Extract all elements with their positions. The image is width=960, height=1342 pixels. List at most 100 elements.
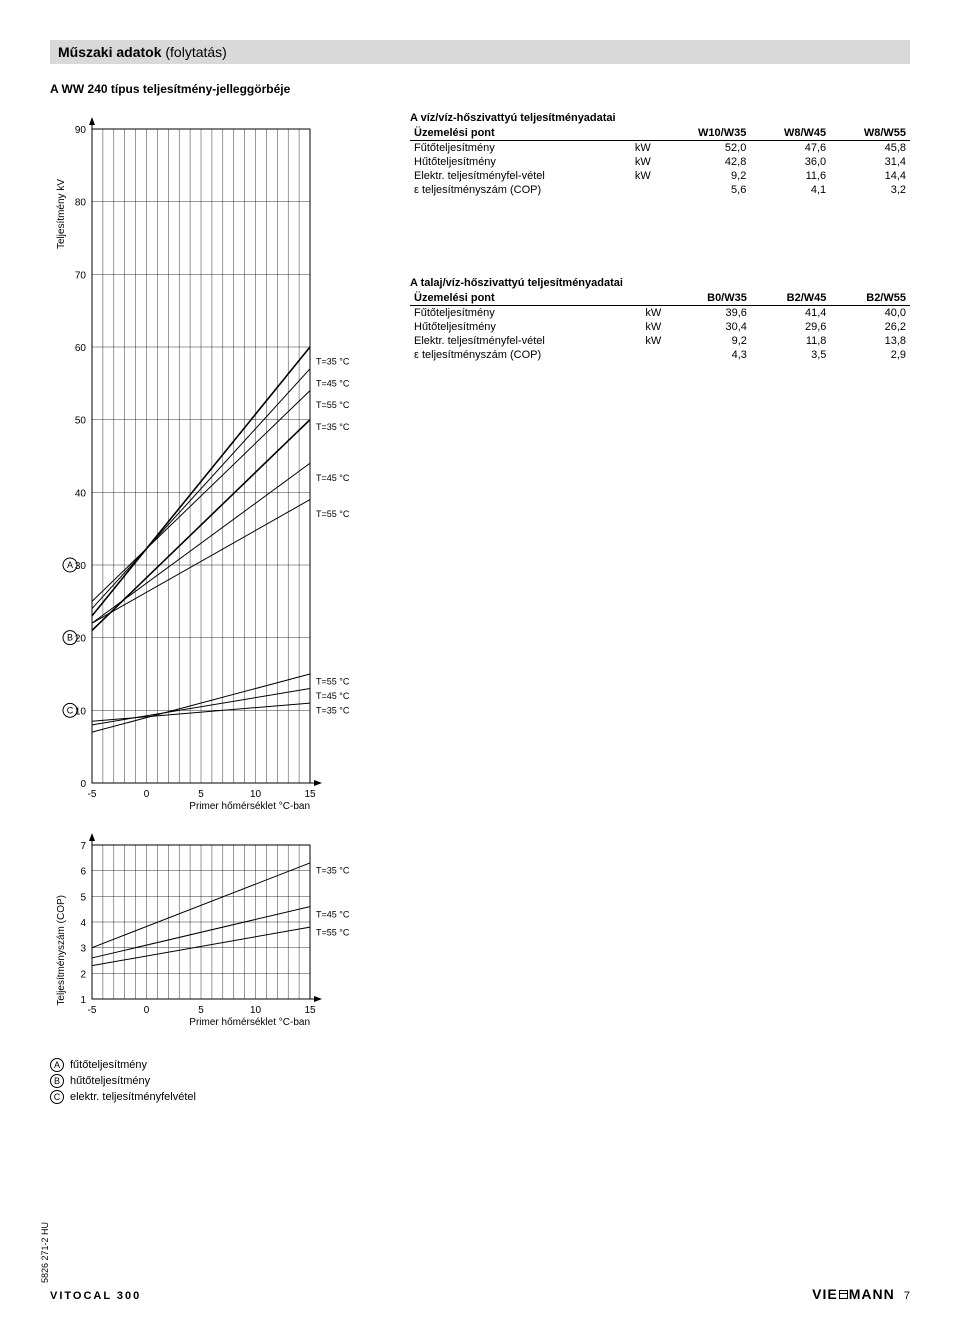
svg-text:4: 4 [80, 918, 86, 929]
table-cell: Elektr. teljesítményfel-vétel [410, 334, 641, 348]
table-cell: 9,2 [661, 169, 751, 183]
legend-text: hűtőteljesítmény [70, 1075, 150, 1087]
table-cell: 47,6 [750, 141, 830, 156]
table-cell: 9,2 [671, 334, 751, 348]
svg-text:T=55 °C: T=55 °C [316, 927, 350, 937]
table-cell: kW [631, 155, 661, 169]
svg-text:80: 80 [75, 198, 87, 209]
table-cell [641, 348, 671, 362]
svg-text:15: 15 [304, 789, 316, 800]
svg-text:-5: -5 [88, 789, 97, 800]
table-cell: 4,3 [671, 348, 751, 362]
table-header-cell: W8/W45 [750, 126, 830, 141]
header-cont: (folytatás) [165, 44, 226, 60]
legend-symbol: C [50, 1090, 64, 1104]
legend: Afűtőteljesítmény Bhűtőteljesítmény Celekt… [50, 1058, 910, 1104]
table-cell: 29,6 [751, 320, 831, 334]
svg-text:90: 90 [75, 125, 87, 136]
table-cell: 40,0 [830, 306, 910, 321]
table-cell: kW [641, 334, 671, 348]
legend-text: elektr. teljesítményfelvétel [70, 1091, 196, 1103]
table-cell: Fűtőteljesítmény [410, 141, 631, 156]
svg-text:Primer hőmérséklet °C-ban: Primer hőmérséklet °C-ban [189, 1017, 310, 1028]
legend-text: fűtőteljesítmény [70, 1059, 147, 1071]
legend-item: Bhűtőteljesítmény [50, 1074, 910, 1088]
svg-text:2: 2 [80, 969, 86, 980]
table-header-cell: W8/W55 [830, 126, 910, 141]
cop-chart: 1234567-5051015Primer hőmérséklet °C-ban… [50, 828, 380, 1038]
table-cell: 4,1 [750, 183, 830, 197]
table-cell: 41,4 [751, 306, 831, 321]
svg-text:T=55 °C: T=55 °C [316, 509, 350, 519]
table-ground-title: A talaj/víz-hőszivattyú teljesítményadat… [410, 277, 910, 289]
svg-text:70: 70 [75, 270, 87, 281]
table-cell: 3,5 [751, 348, 831, 362]
table-cell: 5,6 [661, 183, 751, 197]
charts-column: 0102030405060708090-5051015Primer hőmérs… [50, 112, 380, 1038]
svg-text:1: 1 [80, 995, 86, 1006]
svg-text:0: 0 [144, 789, 150, 800]
table-water: Üzemelési pont W10/W35W8/W45W8/W55 Fűtőtel… [410, 126, 910, 197]
svg-text:T=45 °C: T=45 °C [316, 691, 350, 701]
svg-text:C: C [67, 705, 74, 715]
svg-text:0: 0 [80, 779, 86, 790]
table-header-cell: W10/W35 [661, 126, 751, 141]
svg-text:10: 10 [250, 1005, 262, 1016]
table-ground: Üzemelési pontB0/W35B2/W45B2/W55Fűtőtelj… [410, 291, 910, 362]
table-cell: kW [631, 141, 661, 156]
tables-column: A víz/víz-hőszivattyú teljesítményadatai… [410, 112, 910, 1038]
svg-text:T=35 °C: T=35 °C [316, 357, 350, 367]
svg-text:Primer hőmérséklet °C-ban: Primer hőmérséklet °C-ban [189, 801, 310, 812]
svg-text:0: 0 [144, 1005, 150, 1016]
table-header-cell [631, 126, 661, 141]
svg-text:T=45 °C: T=45 °C [316, 473, 350, 483]
svg-text:60: 60 [75, 343, 87, 354]
legend-symbol: A [50, 1058, 64, 1072]
table-cell: Elektr. teljesítményfel-vétel [410, 169, 631, 183]
table-cell: 3,2 [830, 183, 910, 197]
svg-text:7: 7 [80, 841, 86, 852]
document-number: 5826 271-2 HU [40, 1222, 50, 1283]
table-cell: 13,8 [830, 334, 910, 348]
table-cell: 39,6 [671, 306, 751, 321]
table-cell: kW [641, 320, 671, 334]
table-cell: 30,4 [671, 320, 751, 334]
table-cell [631, 183, 661, 197]
svg-text:50: 50 [75, 416, 87, 427]
svg-text:T=45 °C: T=45 °C [316, 909, 350, 919]
table-header-cell [641, 291, 671, 306]
svg-text:5: 5 [198, 1005, 204, 1016]
legend-item: Celektr. teljesítményfelvétel [50, 1090, 910, 1104]
table-header-cell: Üzemelési pont [410, 126, 631, 141]
svg-text:Teljesítményszám (COP): Teljesítményszám (COP) [56, 895, 67, 1006]
table-cell: Hűtőteljesítmény [410, 320, 641, 334]
svg-text:T=35 °C: T=35 °C [316, 422, 350, 432]
svg-text:T=35 °C: T=35 °C [316, 866, 350, 876]
table-cell: 36,0 [750, 155, 830, 169]
table-cell: Hűtőteljesítmény [410, 155, 631, 169]
table-cell: 14,4 [830, 169, 910, 183]
table-header-cell: Üzemelési pont [410, 291, 641, 306]
table-cell: kW [631, 169, 661, 183]
header-title: Műszaki adatok [58, 44, 161, 60]
legend-item: Afűtőteljesítmény [50, 1058, 910, 1072]
svg-text:T=35 °C: T=35 °C [316, 705, 350, 715]
table-cell: 52,0 [661, 141, 751, 156]
table-cell: 11,6 [750, 169, 830, 183]
svg-text:Teljesítmény kV: Teljesítmény kV [56, 179, 67, 249]
table-header-cell: B2/W55 [830, 291, 910, 306]
svg-text:T=45 °C: T=45 °C [316, 378, 350, 388]
table-header-cell: B2/W45 [751, 291, 831, 306]
table-cell: 2,9 [830, 348, 910, 362]
brand-logo: VIEMANN [812, 1286, 895, 1302]
svg-text:B: B [67, 633, 73, 643]
section-header: Műszaki adatok (folytatás) [50, 40, 910, 64]
chart-section-title: A WW 240 típus teljesítmény-jelleggörbéj… [50, 82, 910, 96]
table-cell: 26,2 [830, 320, 910, 334]
page-footer: VITOCAL 300 VIEMANN 7 [50, 1286, 910, 1302]
table-header-cell: B0/W35 [671, 291, 751, 306]
product-name: VITOCAL 300 [50, 1290, 141, 1302]
svg-text:5: 5 [198, 789, 204, 800]
table-cell: 11,8 [751, 334, 831, 348]
legend-symbol: B [50, 1074, 64, 1088]
